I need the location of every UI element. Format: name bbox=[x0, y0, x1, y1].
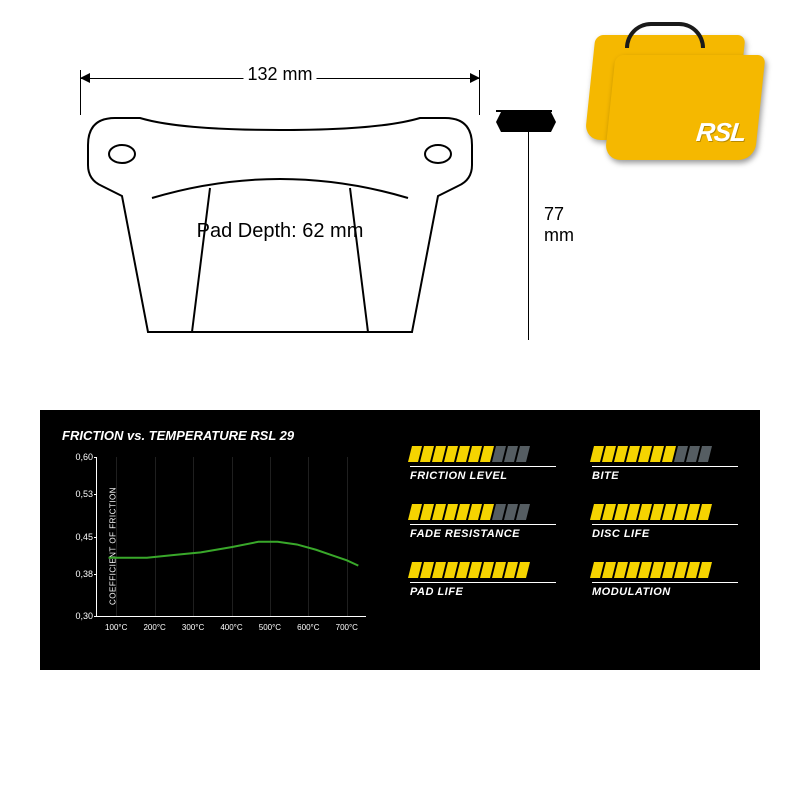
rating-label: BITE bbox=[592, 466, 738, 482]
chart-title: FRICTION vs. TEMPERATURE RSL 29 bbox=[62, 428, 382, 443]
chart-xtick: 100°C bbox=[105, 623, 127, 632]
rating-label: MODULATION bbox=[592, 582, 738, 598]
ratings-grid: FRICTION LEVEL BITE FADE RESISTANCE DISC LI… bbox=[410, 428, 738, 641]
pad-diagram: 132 mm 77 mm Pad Depth: 62 mm bbox=[40, 40, 580, 380]
rating-label: PAD LIFE bbox=[410, 582, 556, 598]
rating-label: DISC LIFE bbox=[592, 524, 738, 540]
chart-xtick: 600°C bbox=[297, 623, 319, 632]
rating-disc-life: DISC LIFE bbox=[592, 504, 738, 540]
rating-label: FADE RESISTANCE bbox=[410, 524, 556, 540]
height-label: 77 mm bbox=[540, 204, 578, 246]
performance-panel: FRICTION vs. TEMPERATURE RSL 29 COEFFICI… bbox=[40, 410, 760, 670]
friction-chart: FRICTION vs. TEMPERATURE RSL 29 COEFFICI… bbox=[62, 428, 382, 641]
chart-xtick: 400°C bbox=[220, 623, 242, 632]
rating-label: FRICTION LEVEL bbox=[410, 466, 556, 482]
rating-friction-level: FRICTION LEVEL bbox=[410, 446, 556, 482]
chart-xtick: 200°C bbox=[143, 623, 165, 632]
width-label: 132 mm bbox=[243, 64, 316, 85]
pad-outline: Pad Depth: 62 mm bbox=[80, 110, 480, 340]
rating-bite: BITE bbox=[592, 446, 738, 482]
chart-axes: 0,300,380,450,530,60 100°C200°C300°C400°… bbox=[96, 457, 366, 617]
friction-curve bbox=[109, 542, 359, 566]
product-image: RSL bbox=[580, 20, 770, 170]
rating-pad-life: PAD LIFE bbox=[410, 562, 556, 598]
pad-depth-label: Pad Depth: 62 mm bbox=[197, 220, 364, 243]
rating-fade-resistance: FADE RESISTANCE bbox=[410, 504, 556, 540]
chart-xtick: 700°C bbox=[336, 623, 358, 632]
brand-logo: RSL bbox=[695, 117, 747, 148]
rating-modulation: MODULATION bbox=[592, 562, 738, 598]
dimension-height: 77 mm bbox=[496, 110, 556, 340]
spring-icon bbox=[625, 22, 705, 48]
chart-xtick: 300°C bbox=[182, 623, 204, 632]
chart-xtick: 500°C bbox=[259, 623, 281, 632]
